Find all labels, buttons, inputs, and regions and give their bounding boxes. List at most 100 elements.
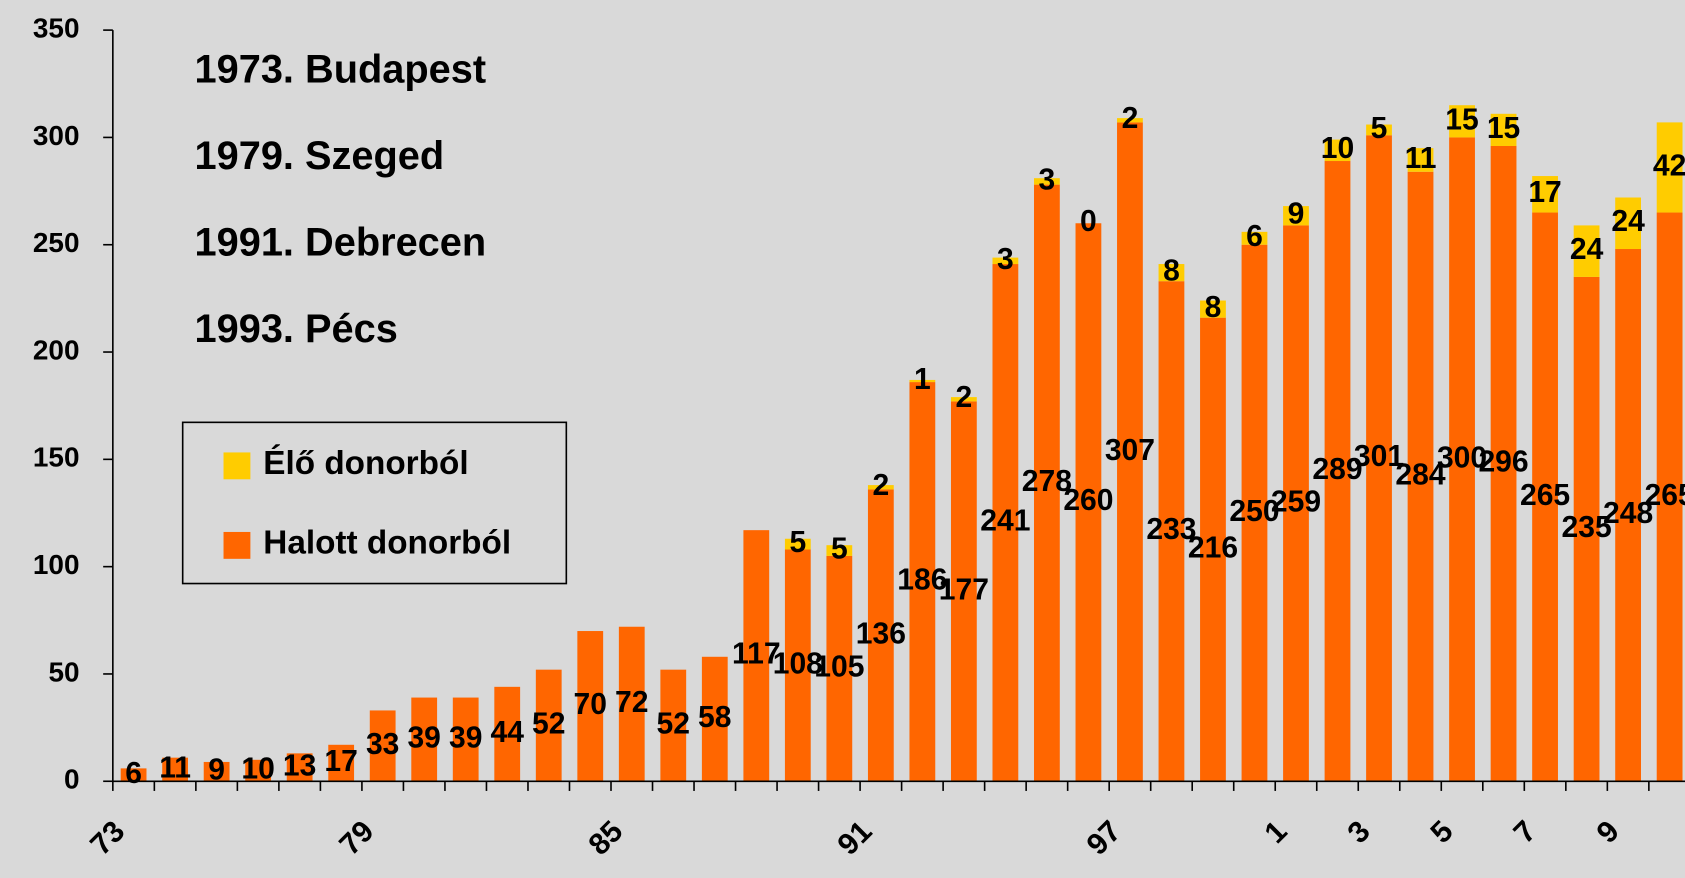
- bar-segment: [1366, 124, 1392, 136]
- legend-swatch: [223, 452, 251, 480]
- y-tick-label: 300: [33, 120, 80, 151]
- bar-segment: [1615, 249, 1641, 782]
- data-label: 265: [1520, 479, 1570, 512]
- bar-segment: [1117, 122, 1143, 782]
- data-label: 0: [1080, 205, 1097, 238]
- data-label: 11: [159, 751, 191, 784]
- data-label: 9: [208, 754, 225, 787]
- legend-label: Halott donorból: [263, 525, 511, 562]
- bar-segment: [660, 669, 687, 782]
- data-label: 10: [241, 752, 274, 785]
- bar-segment: [1200, 300, 1226, 318]
- data-label: 1: [914, 363, 931, 396]
- data-label: 250: [1229, 495, 1279, 528]
- data-label: 105: [814, 651, 864, 684]
- legend-swatch: [223, 531, 251, 559]
- bar-segment: [826, 545, 853, 556]
- data-label: 6: [125, 757, 142, 790]
- data-label: 17: [324, 745, 357, 778]
- data-label: 8: [1163, 255, 1180, 288]
- bar-segment: [1075, 223, 1102, 782]
- data-label: 177: [939, 573, 989, 606]
- bar-segment: [1366, 135, 1392, 782]
- data-label: 52: [532, 707, 565, 740]
- bar-segment: [1407, 171, 1434, 782]
- bar-segment: [328, 744, 355, 782]
- bar-segment: [1158, 281, 1185, 782]
- data-label: 248: [1603, 497, 1653, 530]
- data-label: 233: [1146, 513, 1196, 546]
- bar-segment: [1241, 231, 1268, 245]
- data-label: 70: [574, 688, 607, 721]
- bar-segment: [992, 257, 1019, 265]
- bar-segment: [162, 757, 189, 782]
- bar-segment: [743, 530, 770, 782]
- bar-segment: [950, 401, 977, 782]
- y-tick-label: 0: [64, 764, 80, 795]
- data-label: 241: [980, 505, 1030, 538]
- legend-label: Élő donorból: [263, 444, 468, 482]
- y-tick-label: 50: [48, 656, 79, 687]
- bar-segment: [992, 264, 1019, 782]
- data-label: 2: [872, 469, 889, 502]
- bar-segment: [1283, 225, 1309, 782]
- data-label: 307: [1105, 434, 1155, 467]
- bar-segment: [1241, 244, 1268, 782]
- y-tick-label: 350: [33, 12, 80, 43]
- bar-segment: [1615, 197, 1641, 250]
- bar-segment: [411, 697, 438, 782]
- data-label: 8: [1205, 291, 1222, 324]
- data-label: 42: [1653, 149, 1685, 182]
- y-tick-label: 200: [33, 334, 80, 365]
- data-label: 216: [1188, 531, 1238, 564]
- data-label: 108: [773, 647, 823, 680]
- data-label: 2: [956, 381, 973, 414]
- bar-segment: [1656, 122, 1683, 213]
- data-label: 24: [1611, 205, 1645, 238]
- data-label: 39: [449, 721, 482, 754]
- bar-segment: [784, 538, 811, 550]
- bar-segment: [245, 759, 272, 782]
- y-tick-label: 250: [33, 227, 80, 258]
- data-label: 136: [856, 617, 906, 650]
- annotation: 1991. Debrecen: [195, 221, 487, 265]
- bar-segment: [826, 555, 853, 782]
- bar-segment: [1449, 137, 1475, 782]
- data-label: 3: [1039, 163, 1056, 196]
- annotation: 1979. Szeged: [195, 134, 445, 178]
- bar-segment: [369, 710, 396, 782]
- data-label: 5: [831, 533, 848, 566]
- bar-segment: [1490, 146, 1517, 782]
- bar-segment: [1449, 105, 1475, 138]
- bar-segment: [120, 768, 147, 782]
- data-label: 13: [283, 749, 316, 782]
- data-label: 235: [1561, 511, 1611, 544]
- bar-segment: [1200, 317, 1226, 782]
- data-label: 9: [1288, 198, 1305, 231]
- bar-segment: [1490, 113, 1517, 147]
- data-label: 289: [1312, 453, 1362, 486]
- data-label: 278: [1022, 465, 1072, 498]
- bar-segment: [950, 397, 977, 402]
- bar-segment: [618, 626, 645, 782]
- data-label: 6: [1246, 220, 1263, 253]
- data-label: 72: [615, 686, 648, 719]
- data-label: 300: [1437, 441, 1487, 474]
- data-label: 5: [789, 526, 806, 559]
- data-label: 33: [366, 728, 399, 761]
- data-label: 301: [1354, 440, 1404, 473]
- annotations: 1973. Budapest 1979. Szeged 1991. Debrecen…: [195, 48, 487, 352]
- data-label: 44: [490, 716, 524, 749]
- legend: Élő donorból Halott donorból: [223, 444, 511, 562]
- bar-segment: [1573, 276, 1600, 782]
- data-label: 52: [657, 707, 690, 740]
- data-label: 260: [1063, 484, 1113, 517]
- bar-segment: [1407, 148, 1434, 172]
- y-tick-label: 100: [33, 549, 80, 580]
- bar-segment: [1034, 178, 1060, 185]
- data-label: 17: [1528, 176, 1561, 209]
- bar-segment: [535, 669, 562, 782]
- data-label: 259: [1271, 485, 1321, 518]
